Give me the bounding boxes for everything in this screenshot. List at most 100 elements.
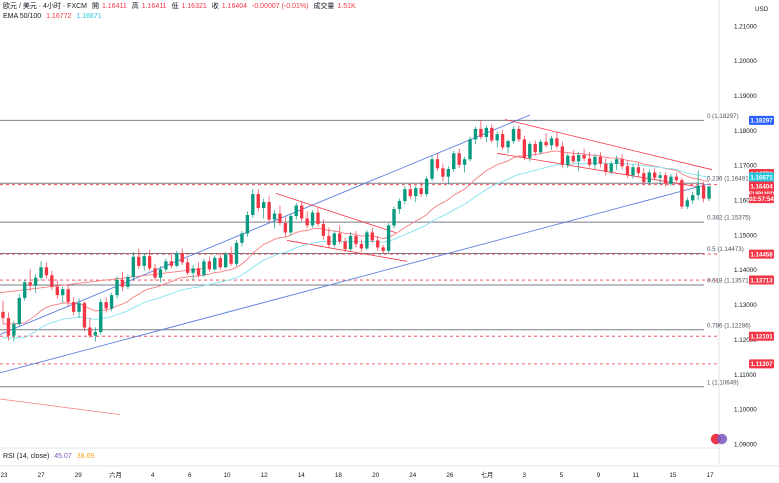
candle-body	[424, 178, 429, 195]
rsi-value: 45.07	[54, 453, 72, 460]
candle-body	[511, 128, 516, 142]
candle-body	[441, 168, 445, 177]
x-tick-label: 26	[446, 472, 454, 479]
y-tick-label: 1.12000	[734, 337, 757, 344]
price-tag-label: 1.14458	[750, 251, 773, 258]
candle-body	[12, 324, 16, 336]
close-value: 1.16404	[221, 3, 248, 10]
candle-body	[294, 205, 298, 217]
candle-body	[544, 141, 548, 146]
candle-body	[370, 232, 374, 241]
candle-body	[17, 297, 21, 325]
x-tick-label: 12	[261, 472, 269, 479]
x-tick-label: 15	[669, 472, 677, 479]
low-value: 1.16321	[181, 3, 207, 10]
candle-body	[71, 302, 76, 312]
candle-body	[223, 254, 228, 268]
candle-body	[462, 159, 467, 165]
candle-body	[218, 257, 222, 268]
candle-body	[354, 235, 358, 244]
price-tag-label: 1.18297	[750, 118, 773, 125]
symbol-label: 欧元 / 美元 · 4小时 · FXCM	[3, 3, 87, 10]
candle-body	[245, 214, 250, 234]
candle-body	[147, 256, 152, 269]
x-tick-label: 9	[597, 472, 601, 479]
rsi-legend: RSI (14, close) 45.07 38.69	[3, 452, 97, 461]
candle-body	[77, 303, 81, 312]
candle-body	[533, 143, 537, 153]
x-tick-label: 11	[632, 472, 639, 479]
x-tick-label: 18	[335, 472, 343, 479]
candle-body	[658, 175, 662, 178]
candle-body	[316, 212, 320, 225]
ema100-line	[2, 162, 710, 339]
y-tick-label: 1.21000	[734, 23, 757, 30]
candle-body	[332, 233, 336, 245]
candle-body	[701, 185, 706, 199]
candle-body	[61, 289, 65, 296]
candle-body	[289, 216, 293, 233]
fib-level-label: 0.618 (1.13571)	[707, 277, 751, 284]
candle-body	[240, 233, 244, 243]
price-tag-label: 02:57:54	[749, 196, 774, 203]
candle-body	[338, 233, 342, 242]
x-tick-label: 23	[0, 472, 8, 479]
candle-body	[207, 261, 212, 270]
volume-value: 1.51K	[337, 3, 356, 10]
candle-body	[33, 277, 38, 286]
candle-body	[256, 194, 260, 209]
candle-body	[528, 143, 532, 158]
channel-upper-line	[0, 114, 531, 335]
candle-body	[44, 267, 49, 276]
fib-level-label: 0 (1.18297)	[707, 113, 739, 120]
candle-body	[446, 168, 451, 177]
x-tick-label: 10	[223, 472, 231, 479]
candle-body	[55, 286, 59, 296]
candle-body	[185, 262, 190, 273]
fib-level-label: 0.382 (1.15375)	[707, 215, 751, 222]
candle-body	[381, 247, 385, 251]
candle-body	[348, 235, 353, 250]
candle-body	[1, 311, 5, 319]
candle-body	[283, 223, 288, 233]
candle-body	[653, 172, 657, 178]
ema50-value: 1.16772	[46, 13, 72, 20]
candle-body	[272, 213, 277, 220]
candle-body	[164, 261, 168, 270]
candle-body	[571, 155, 575, 162]
candle-body	[153, 268, 157, 278]
x-tick-label: 6	[188, 472, 192, 479]
x-tick-label: 六月	[109, 470, 122, 479]
candle-body	[267, 202, 271, 220]
candle-body	[93, 332, 98, 336]
channel-lower-line	[0, 183, 711, 374]
price-tag	[749, 275, 774, 285]
price-tag	[749, 172, 774, 182]
candle-body	[587, 158, 592, 165]
y-tick-label: 1.20000	[734, 58, 757, 65]
x-tick-label: 27	[38, 472, 46, 479]
x-tick-label: 七月	[481, 470, 494, 479]
x-tick-label: 4	[151, 472, 155, 479]
candle-body	[196, 268, 201, 276]
candle-body	[261, 202, 266, 209]
candle-body	[696, 185, 700, 196]
candle-body	[180, 253, 184, 263]
x-tick-label: 20	[372, 472, 380, 479]
fib-level-label: 0.786 (1.12286)	[707, 322, 751, 329]
candle-body	[495, 134, 499, 141]
candle-body	[82, 303, 87, 328]
candle-body	[305, 218, 309, 226]
candle-body	[234, 242, 239, 264]
candle-body	[39, 267, 43, 278]
price-tag-label: 1.16404	[750, 184, 773, 191]
price-tag-label: 1.11307	[750, 361, 773, 368]
candle-body	[609, 163, 613, 172]
price-tag	[749, 331, 774, 341]
rsi-ma-value: 38.69	[76, 453, 95, 460]
candle-body	[614, 159, 619, 164]
candle-body	[137, 256, 141, 266]
y-tick-label: 1.17000	[734, 163, 757, 170]
candle-body	[517, 128, 521, 140]
